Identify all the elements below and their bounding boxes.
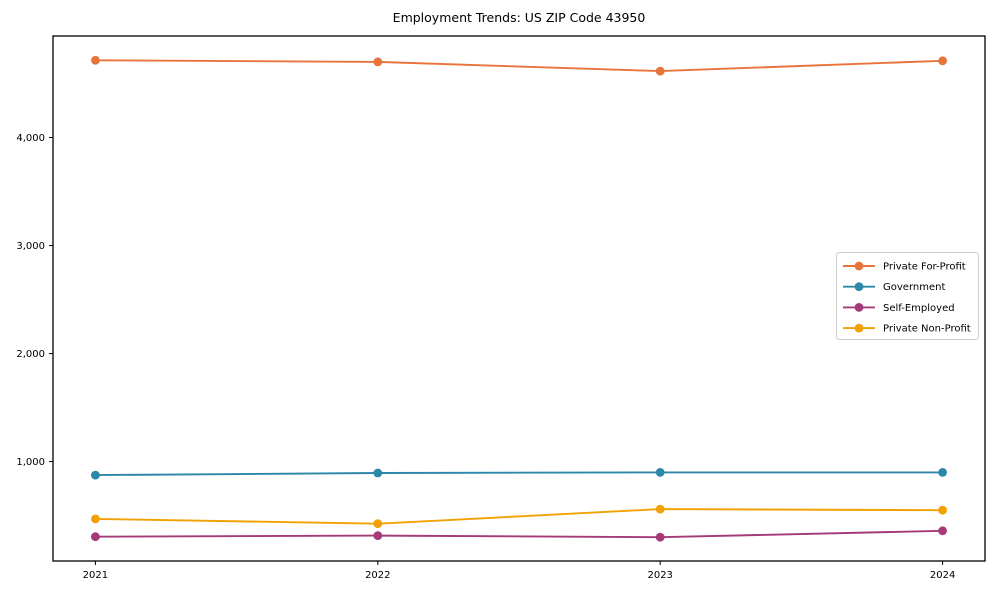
y-tick-label: 3,000 — [16, 241, 45, 252]
data-point-private-non-profit-2024 — [938, 505, 947, 515]
data-point-private-non-profit-2023 — [655, 504, 665, 514]
data-point-self-employed-2024 — [938, 526, 947, 536]
x-tick-label: 2021 — [83, 570, 108, 581]
data-point-private-non-profit-2022 — [373, 519, 383, 529]
data-point-private-for-profit-2022 — [373, 57, 383, 67]
series-line-private-non-profit — [95, 508, 943, 525]
data-point-government-2021 — [91, 470, 100, 480]
series-line-private-for-profit — [95, 59, 943, 73]
chart-title: Employment Trends: US ZIP Code 43950 — [392, 10, 646, 25]
legend-label-government: Government — [883, 282, 945, 293]
legend-label-self-employed: Self-Employed — [883, 303, 955, 314]
legend: Private For-Profit Government Self-Employe… — [836, 252, 979, 340]
data-point-government-2023 — [655, 468, 665, 477]
legend-marker-icon — [854, 303, 864, 312]
data-point-government-2022 — [373, 468, 383, 478]
x-tick-label: 2024 — [930, 570, 955, 581]
legend-box — [836, 252, 979, 340]
data-point-self-employed-2023 — [655, 532, 665, 542]
series-line-self-employed — [95, 529, 943, 539]
data-point-private-non-profit-2021 — [91, 514, 100, 524]
y-tick-label: 4,000 — [16, 133, 45, 144]
x-tick-label: 2022 — [365, 570, 390, 581]
series-line-government — [95, 471, 943, 477]
legend-label-private-for-profit: Private For-Profit — [883, 262, 966, 273]
data-point-self-employed-2022 — [373, 531, 383, 540]
data-point-government-2024 — [938, 468, 947, 477]
data-point-self-employed-2021 — [91, 532, 100, 542]
y-tick-label: 1,000 — [16, 457, 45, 468]
data-point-private-for-profit-2024 — [938, 56, 947, 66]
legend-marker-icon — [854, 323, 864, 333]
legend-marker-icon — [854, 282, 864, 292]
data-point-private-for-profit-2021 — [91, 55, 100, 65]
data-point-private-for-profit-2023 — [655, 66, 665, 76]
legend-marker-icon — [854, 261, 864, 271]
x-tick-label: 2023 — [647, 570, 672, 581]
legend-label-private-non-profit: Private Non-Profit — [883, 324, 971, 335]
y-tick-label: 2,000 — [16, 349, 45, 360]
plot-frame — [52, 35, 986, 562]
